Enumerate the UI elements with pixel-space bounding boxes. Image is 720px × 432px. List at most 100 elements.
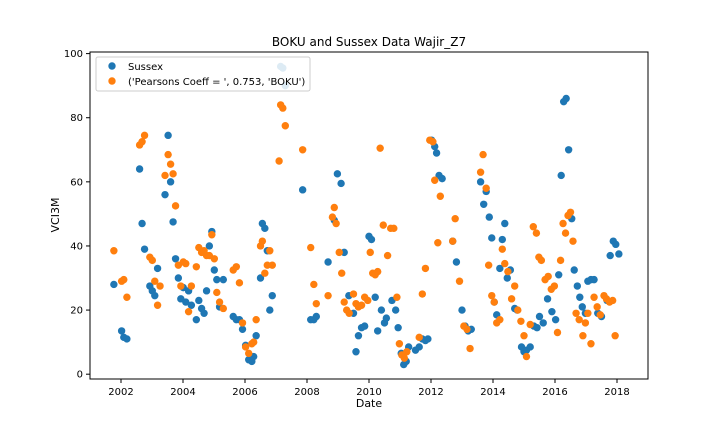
boku-point-56 — [312, 299, 320, 308]
boku-point-134 — [575, 315, 583, 324]
boku-point-3 — [123, 293, 131, 301]
boku-point-18 — [177, 282, 185, 290]
boku-point-57 — [324, 291, 332, 300]
boku-point-45 — [261, 269, 269, 277]
sussex-point-74 — [391, 306, 400, 314]
boku-point-20 — [182, 259, 190, 268]
sussex-point-14 — [169, 218, 177, 226]
x-tick-label-2006: 2006 — [232, 387, 257, 398]
boku-point-71 — [364, 296, 372, 305]
boku-point-12 — [161, 171, 169, 180]
boku-point-65 — [345, 309, 353, 317]
boku-point-137 — [584, 309, 592, 317]
sussex-point-81 — [415, 343, 423, 351]
boku-point-113 — [514, 306, 522, 314]
boku-point-38 — [241, 343, 250, 351]
boku-point-39 — [245, 349, 253, 358]
sussex-point-15 — [171, 255, 180, 263]
boku-point-48 — [268, 261, 276, 269]
y-tick-label-60: 60 — [70, 177, 83, 188]
boku-point-86 — [415, 333, 423, 342]
boku-point-33 — [219, 304, 227, 313]
boku-point-145 — [608, 296, 617, 305]
sussex-point-99 — [485, 213, 493, 221]
boku-point-61 — [335, 248, 343, 257]
boku-point-76 — [376, 144, 384, 152]
boku-point-69 — [357, 301, 366, 309]
boku-point-62 — [338, 269, 346, 277]
sussex-point-138 — [606, 251, 614, 260]
boku-point-15 — [169, 170, 177, 178]
sussex-point-54 — [312, 312, 320, 321]
sussex-point-12 — [164, 131, 172, 140]
boku-point-47 — [266, 247, 274, 255]
boku-point-81 — [393, 293, 401, 301]
sussex-point-92 — [458, 306, 466, 314]
boku-point-30 — [210, 255, 219, 263]
boku-point-60 — [332, 219, 340, 228]
sussex-point-4 — [135, 165, 144, 173]
sussex-point-30 — [213, 275, 221, 284]
sussex-point-130 — [578, 303, 586, 311]
sussex-point-127 — [570, 266, 578, 274]
boku-point-85 — [403, 348, 411, 356]
boku-point-90 — [429, 138, 437, 146]
legend: Sussex ('Pearsons Coeff = ', 0.753, 'BOK… — [95, 56, 311, 92]
x-tick-label-2010: 2010 — [356, 387, 381, 398]
boku-point-133 — [572, 309, 580, 317]
boku-point-8 — [148, 256, 157, 265]
x-tick-label-2008: 2008 — [294, 387, 319, 398]
legend-label-sussex: Sussex — [128, 62, 163, 73]
boku-point-99 — [466, 344, 474, 353]
boku-point-112 — [511, 282, 519, 290]
sussex-point-62 — [352, 348, 360, 356]
boku-point-141 — [596, 311, 604, 319]
sussex-point-91 — [452, 258, 461, 266]
sussex-point-36 — [238, 325, 247, 334]
legend-frame — [95, 56, 311, 92]
sussex-point-120 — [551, 315, 560, 324]
sussex-point-47 — [268, 291, 276, 300]
sussex-point-26 — [202, 287, 211, 295]
sussex-point-6 — [140, 245, 149, 253]
boku-point-53 — [298, 146, 307, 154]
boku-point-77 — [379, 221, 387, 229]
sussex-point-10 — [153, 264, 162, 273]
boku-point-126 — [553, 328, 562, 337]
boku-point-35 — [232, 263, 241, 271]
sussex-point-72 — [382, 314, 391, 322]
sussex-point-44 — [261, 224, 269, 233]
sussex-point-106 — [503, 274, 511, 282]
x-tick-label-2004: 2004 — [170, 387, 195, 398]
y-ticks: 0 20 40 60 80 100 — [64, 49, 90, 381]
boku-point-23 — [192, 263, 201, 271]
boku-point-119 — [532, 229, 541, 237]
boku-point-2 — [120, 275, 128, 284]
boku-point-88 — [421, 264, 430, 273]
boku-point-114 — [517, 317, 525, 325]
sussex-point-0 — [110, 280, 118, 289]
x-tick-label-2018: 2018 — [604, 387, 629, 398]
sussex-point-96 — [476, 178, 485, 186]
boku-point-91 — [431, 176, 439, 184]
boku-point-16 — [171, 202, 180, 210]
sussex-point-23 — [195, 296, 203, 305]
sussex-point-69 — [373, 327, 382, 335]
boku-point-140 — [593, 303, 601, 311]
sussex-point-103 — [496, 264, 504, 273]
sussex-point-134 — [590, 275, 598, 284]
x-ticks: 2002 2004 2006 2008 2010 2012 2014 2016 2018 — [108, 379, 630, 398]
x-tick-label-2016: 2016 — [542, 387, 567, 398]
boku-point-135 — [579, 332, 587, 340]
boku-point-105 — [490, 298, 498, 306]
sussex-point-141 — [615, 250, 623, 258]
boku-point-80 — [390, 224, 398, 233]
boku-point-131 — [566, 208, 575, 216]
y-tick-label-40: 40 — [70, 241, 83, 252]
boku-point-49 — [275, 157, 283, 165]
boku-point-108 — [498, 245, 506, 253]
boku-point-82 — [395, 340, 404, 348]
boku-point-92 — [434, 239, 442, 247]
boku-point-54 — [307, 243, 315, 252]
